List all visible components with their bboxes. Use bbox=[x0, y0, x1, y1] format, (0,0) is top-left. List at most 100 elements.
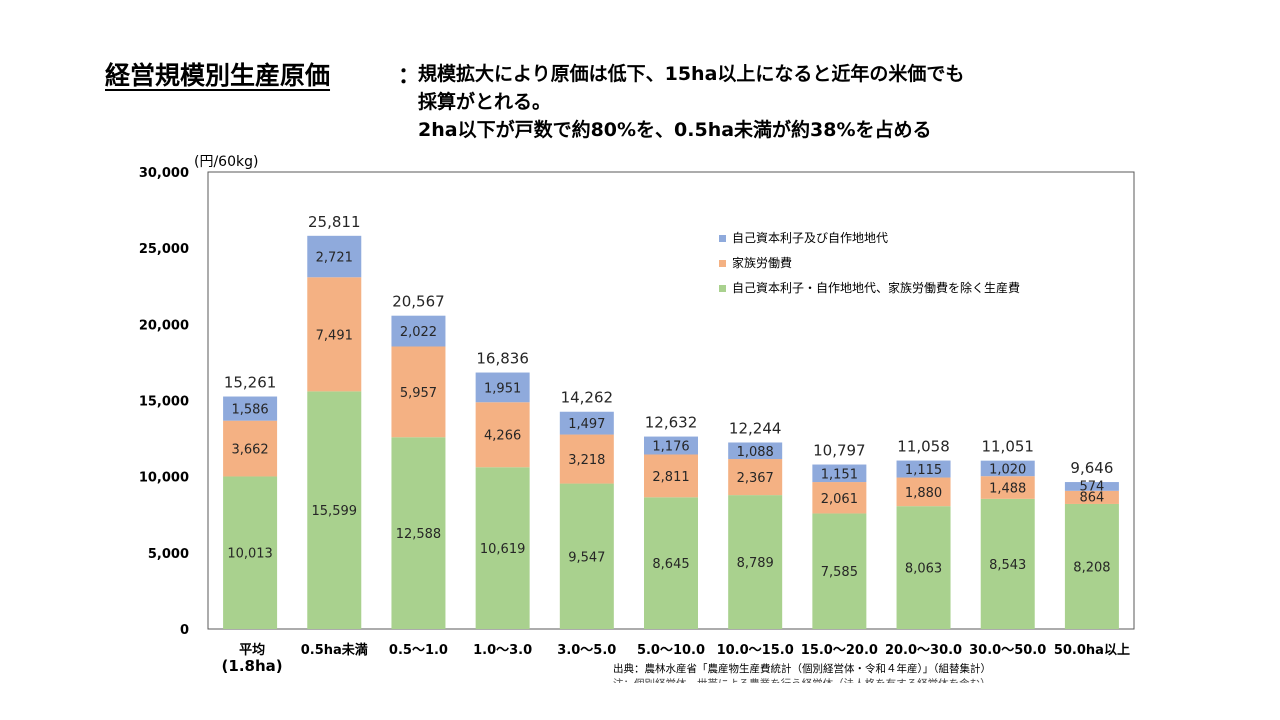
x-category-label: 15.0～20.0 bbox=[801, 643, 878, 658]
bar-value-label: 1,088 bbox=[737, 445, 774, 460]
bar-value-label: 574 bbox=[1079, 479, 1104, 494]
bar-value-label: 10,619 bbox=[480, 542, 526, 557]
bar-value-label: 7,491 bbox=[316, 328, 353, 343]
x-category-label: (1.8ha) bbox=[222, 657, 283, 675]
x-category-label: 20.0～30.0 bbox=[885, 643, 962, 658]
x-category-label: 0.5～1.0 bbox=[389, 643, 448, 658]
bar-value-label: 15,599 bbox=[312, 504, 358, 519]
subtitle-line-2: 採算がとれる。 bbox=[418, 91, 552, 113]
subtitle-line-3: 2ha以下が戸数で約80%を、0.5ha未満が約38%を占める bbox=[418, 119, 932, 141]
bar-value-label: 8,063 bbox=[905, 562, 942, 577]
bar-segment bbox=[1064, 503, 1119, 629]
bar-segment bbox=[644, 497, 698, 629]
bar-value-label: 1,020 bbox=[989, 462, 1026, 477]
bar-segment bbox=[307, 235, 362, 278]
bar-total-label: 15,261 bbox=[224, 374, 277, 392]
bar-total-label: 16,836 bbox=[476, 350, 529, 368]
bar-value-label: 2,811 bbox=[652, 470, 689, 485]
bar-value-label: 1,115 bbox=[905, 463, 942, 478]
bar-segment bbox=[896, 477, 951, 507]
source-note: 出典：農林水産省「農産物生産費統計（個別経営体・令和４年産）」（組替集計） bbox=[613, 663, 991, 675]
bar-value-label: 1,497 bbox=[568, 417, 605, 432]
bar-total-label: 14,262 bbox=[561, 389, 614, 407]
x-category-label: 0.5ha未満 bbox=[301, 642, 368, 658]
bar-value-label: 2,367 bbox=[737, 471, 774, 486]
bar-segment bbox=[475, 372, 530, 403]
x-category-label: 50.0ha以上 bbox=[1054, 643, 1130, 658]
bar-segment bbox=[644, 436, 698, 455]
bar-value-label: 2,022 bbox=[400, 325, 437, 340]
bar-segment bbox=[980, 476, 1035, 499]
bar-total-label: 20,567 bbox=[392, 293, 445, 311]
bar-segment bbox=[728, 495, 783, 629]
bar-value-label: 7,585 bbox=[821, 565, 858, 580]
bar-value-label: 4,266 bbox=[484, 429, 521, 444]
y-tick-label: 0 bbox=[180, 623, 189, 638]
bar-segment bbox=[896, 506, 951, 629]
bar-segment bbox=[391, 437, 446, 629]
y-tick-label: 25,000 bbox=[139, 242, 189, 257]
bar-segment bbox=[559, 434, 614, 484]
source-footnote: 注：個別経営体…世帯による農業を行う経営体（法人格を有する経営体を含む） bbox=[613, 676, 991, 683]
bar-segment bbox=[980, 460, 1035, 477]
bar-value-label: 3,662 bbox=[231, 443, 268, 458]
bar-value-label: 8,789 bbox=[737, 556, 774, 571]
bar-segment bbox=[223, 476, 278, 629]
bar-total-label: 12,244 bbox=[729, 419, 782, 437]
legend-swatch bbox=[719, 260, 726, 267]
y-axis-unit: (円/60kg) bbox=[194, 154, 258, 170]
y-tick-label: 15,000 bbox=[139, 395, 189, 410]
bar-segment bbox=[391, 346, 446, 438]
bar-total-label: 10,797 bbox=[813, 442, 866, 460]
bar-value-label: 1,586 bbox=[231, 403, 268, 418]
y-tick-label: 10,000 bbox=[139, 471, 189, 486]
legend-label: 家族労働費 bbox=[732, 255, 792, 270]
bar-segment bbox=[307, 391, 362, 629]
bar-segment bbox=[812, 464, 867, 483]
bar-value-label: 2,061 bbox=[821, 492, 858, 507]
y-tick-label: 20,000 bbox=[139, 318, 189, 333]
title-colon: ： bbox=[398, 64, 421, 89]
bar-value-label: 1,151 bbox=[821, 467, 858, 482]
bar-segment bbox=[980, 498, 1035, 629]
bar-total-label: 11,051 bbox=[981, 438, 1034, 456]
bar-value-label: 1,951 bbox=[484, 381, 521, 396]
bar-segment bbox=[475, 402, 530, 468]
bar-value-label: 2,721 bbox=[316, 251, 353, 266]
bar-total-label: 12,632 bbox=[645, 414, 698, 432]
bar-segment bbox=[1064, 490, 1119, 504]
x-category-label: 5.0～10.0 bbox=[637, 643, 705, 658]
x-category-label: 1.0～3.0 bbox=[473, 643, 532, 658]
bar-value-label: 3,218 bbox=[568, 453, 605, 468]
bar-value-label: 12,588 bbox=[396, 527, 442, 542]
bar-value-label: 10,013 bbox=[227, 547, 273, 562]
bar-segment bbox=[896, 460, 951, 478]
bar-segment bbox=[559, 483, 614, 629]
bar-segment bbox=[391, 315, 446, 347]
bar-total-label: 11,058 bbox=[897, 438, 950, 456]
bar-segment bbox=[223, 420, 278, 477]
subtitle: 規模拡大により原価は低下、15ha以上になると近年の米価でも 採算がとれる。 2… bbox=[418, 60, 964, 144]
bar-total-label: 9,646 bbox=[1070, 459, 1113, 477]
bar-total-label: 25,811 bbox=[308, 213, 361, 231]
y-tick-label: 5,000 bbox=[148, 547, 189, 562]
bar-value-label: 1,176 bbox=[652, 440, 689, 455]
bar-segment bbox=[812, 513, 867, 629]
slide-title: 経営規模別生産原価 bbox=[105, 61, 331, 90]
bar-segment bbox=[728, 459, 783, 496]
bar-value-label: 8,208 bbox=[1073, 560, 1110, 575]
x-category-label: 3.0～5.0 bbox=[557, 643, 616, 658]
bar-segment bbox=[223, 396, 278, 421]
legend-swatch bbox=[719, 285, 726, 292]
bar-value-label: 9,547 bbox=[568, 550, 605, 565]
bar-segment bbox=[644, 454, 698, 498]
bar-value-label: 5,957 bbox=[400, 386, 437, 401]
bar-value-label: 1,488 bbox=[989, 482, 1026, 497]
bar-segment bbox=[1064, 482, 1119, 491]
bar-segment bbox=[475, 467, 530, 629]
bar-segment bbox=[728, 442, 783, 460]
x-category-label: 30.0～50.0 bbox=[969, 643, 1046, 658]
x-category-label: 平均 bbox=[239, 642, 265, 658]
legend-swatch bbox=[719, 235, 726, 242]
